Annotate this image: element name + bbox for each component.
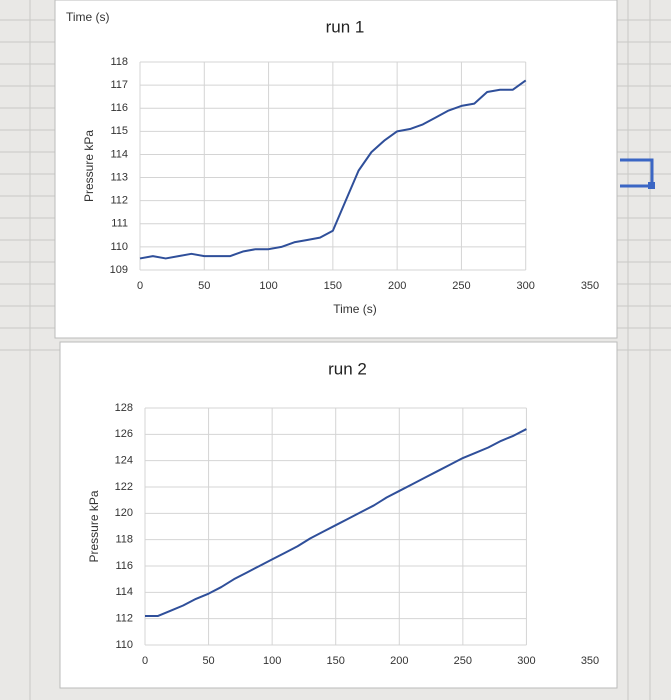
y-tick-label: 124 [115, 455, 133, 467]
x-tick-label: 350 [581, 655, 599, 667]
chart-panel [59, 341, 618, 689]
selection-handle [648, 182, 655, 189]
y-tick-label: 109 [110, 264, 128, 276]
x-tick-label: 50 [202, 655, 214, 667]
y-tick-label: 111 [111, 218, 128, 230]
x-tick-label: 250 [452, 280, 470, 292]
y-tick-label: 120 [115, 507, 133, 519]
x-tick-label: 100 [263, 655, 281, 667]
chart-panel [54, 0, 618, 339]
x-axis-title: Time (s) [333, 302, 377, 316]
data-line [145, 428, 527, 618]
x-tick-label: 0 [137, 280, 143, 292]
y-tick-label: 117 [110, 79, 128, 91]
y-tick-label: 114 [115, 586, 133, 598]
y-axis-title: Pressure kPa [87, 490, 101, 562]
chart-title: run 1 [326, 17, 365, 36]
x-tick-label: 250 [454, 655, 472, 667]
chart-title: run 2 [328, 359, 367, 378]
selection-handle [620, 158, 654, 188]
y-tick-label: 126 [115, 428, 133, 440]
x-tick-label: 150 [327, 655, 345, 667]
y-tick-label: 110 [110, 241, 128, 253]
cell-text: Time (s) [66, 10, 110, 24]
x-tick-label: 0 [142, 655, 148, 667]
x-tick-label: 200 [388, 280, 406, 292]
x-tick-label: 50 [198, 280, 210, 292]
y-tick-label: 118 [110, 56, 128, 68]
data-line [139, 79, 527, 260]
y-tick-label: 113 [110, 171, 128, 183]
y-tick-label: 110 [115, 639, 133, 651]
y-axis-title: Pressure kPa [82, 130, 96, 202]
y-tick-label: 114 [110, 148, 128, 160]
y-tick-label: 112 [110, 195, 128, 207]
x-tick-label: 100 [259, 280, 277, 292]
x-tick-label: 300 [517, 655, 535, 667]
x-tick-label: 150 [324, 280, 342, 292]
x-tick-label: 200 [390, 655, 408, 667]
y-tick-label: 115 [110, 125, 128, 137]
y-tick-label: 116 [110, 102, 128, 114]
y-tick-label: 118 [115, 534, 133, 546]
y-tick-label: 116 [115, 560, 133, 572]
x-tick-label: 300 [517, 280, 535, 292]
y-tick-label: 122 [115, 481, 133, 493]
y-tick-label: 128 [115, 402, 133, 414]
x-tick-label: 350 [581, 280, 599, 292]
y-tick-label: 112 [115, 613, 133, 625]
